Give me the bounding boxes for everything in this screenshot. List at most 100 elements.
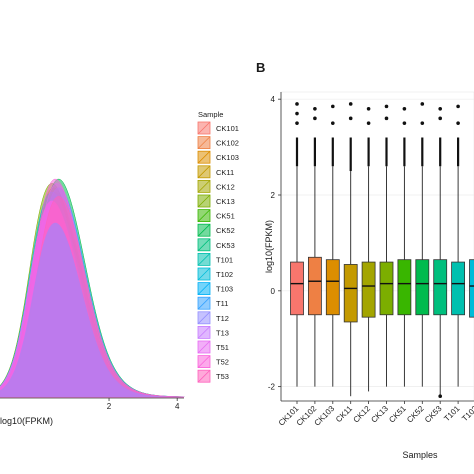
legend-label-t103: T103 xyxy=(216,285,233,294)
box-body xyxy=(343,264,358,323)
box-outlier xyxy=(384,116,389,121)
legend-key-slash xyxy=(197,267,211,281)
box-ck12 xyxy=(361,106,376,392)
legend-label-t11: T11 xyxy=(216,299,228,308)
legend-key-slash xyxy=(197,253,211,266)
box-outlier xyxy=(402,106,407,111)
legend-label-t101: T101 xyxy=(216,255,233,264)
legend-key-slash xyxy=(197,150,211,164)
legend-key-slash xyxy=(197,209,211,222)
box-outlier xyxy=(402,121,407,125)
box-outlier xyxy=(366,106,371,111)
box-ck13 xyxy=(379,104,394,387)
legend-label-t53: T53 xyxy=(216,372,229,381)
legend-key-slash xyxy=(197,180,211,193)
legend-label-ck53: CK53 xyxy=(216,241,235,250)
box-outlier xyxy=(295,121,299,125)
legend-label-ck13: CK13 xyxy=(216,197,235,206)
boxplot-boxes xyxy=(290,102,474,399)
box-outlier xyxy=(313,106,317,111)
boxplot-y-tick-label: -2 xyxy=(268,383,276,392)
legend-key-slash xyxy=(197,326,211,339)
legend-label-ck52: CK52 xyxy=(216,226,235,235)
density-x-tick-label: 4 xyxy=(175,402,180,411)
box-body xyxy=(415,259,430,316)
legend-key-slash xyxy=(197,340,211,354)
boxplot-x-ticks: CK101CK102CK103CK11CK12CK13CK51CK52CK53T… xyxy=(277,401,474,428)
box-ck51 xyxy=(397,106,412,387)
box-ck52 xyxy=(415,102,430,387)
density-x-tick-label: 2 xyxy=(107,402,112,411)
legend-title: Sample xyxy=(198,110,223,119)
box-t102 xyxy=(469,259,474,318)
box-outlier xyxy=(456,104,460,109)
box-body xyxy=(307,256,322,316)
boxplot-y-axis-label: log10(FPKM) xyxy=(264,220,274,273)
legend-key-slash xyxy=(197,355,211,368)
legend-label-ck101: CK101 xyxy=(216,124,239,133)
box-body xyxy=(397,259,412,316)
box-body xyxy=(290,261,304,316)
box-body xyxy=(325,259,340,316)
box-outlier xyxy=(331,104,335,109)
box-body xyxy=(469,259,474,318)
density-area-overlay xyxy=(0,222,184,397)
legend-label-t102: T102 xyxy=(216,270,233,279)
box-outlier xyxy=(438,116,443,121)
box-outlier xyxy=(313,116,317,121)
legend-key-slash xyxy=(197,282,211,295)
boxplot-x-tick-label: CK52 xyxy=(405,404,426,425)
box-outlier xyxy=(366,121,371,125)
boxplot-x-tick-label: CK13 xyxy=(369,404,390,425)
legend-key-slash xyxy=(197,238,211,252)
box-ck102 xyxy=(307,106,322,387)
box-outlier xyxy=(331,121,335,125)
box-outlier xyxy=(295,102,299,106)
boxplot-x-axis-label: Samples xyxy=(402,450,438,460)
boxplot-x-tick-label: CK103 xyxy=(313,404,337,428)
box-outlier xyxy=(438,394,443,399)
boxplot-x-tick-label: T102 xyxy=(460,404,474,424)
box-outlier xyxy=(384,104,389,109)
legend-key-slash xyxy=(197,223,211,237)
legend-key-slash xyxy=(197,194,211,208)
box-outlier xyxy=(348,116,353,121)
legend-key-slash xyxy=(197,369,211,383)
boxplot-y-tick-label: 4 xyxy=(271,95,276,104)
box-body xyxy=(451,261,466,316)
legend-label-t52: T52 xyxy=(216,358,229,367)
boxplot-y-ticks: -2 0 2 4 xyxy=(268,95,281,392)
legend-key-slash xyxy=(197,311,211,325)
legend-label-ck12: CK12 xyxy=(216,182,235,191)
legend-label-ck103: CK103 xyxy=(216,153,239,162)
panel-b-label: B xyxy=(256,60,265,75)
boxplot-y-tick-label: 0 xyxy=(271,287,276,296)
legend: CK101 CK102 CK103 CK11 CK12 CK13 CK51 CK52 CK53 T… xyxy=(197,121,239,383)
legend-key-slash xyxy=(197,136,211,149)
box-body xyxy=(361,261,376,318)
box-outlier xyxy=(456,121,460,125)
box-ck53 xyxy=(433,106,448,397)
box-outlier xyxy=(438,106,443,111)
box-outlier xyxy=(295,111,299,116)
boxplot-panel: -2 0 2 4 CK101CK102CK103CK11CK12CK13CK51CK5… xyxy=(264,91,474,460)
legend-label-t13: T13 xyxy=(216,328,229,337)
box-ck11 xyxy=(343,102,358,397)
boxplot-x-tick-label: CK12 xyxy=(351,404,372,425)
box-outlier xyxy=(348,102,353,106)
box-ck101 xyxy=(290,102,304,387)
box-outlier xyxy=(420,102,425,106)
legend-label-ck102: CK102 xyxy=(216,139,239,148)
density-areas xyxy=(0,178,185,398)
legend-label-t51: T51 xyxy=(216,343,229,352)
boxplot-x-tick-label: CK53 xyxy=(423,404,444,425)
boxplot-x-tick-label: CK11 xyxy=(334,404,354,424)
legend-key-slash xyxy=(197,121,211,135)
density-x-axis-label: log10(FPKM) xyxy=(0,416,53,426)
boxplot-x-tick-label: T101 xyxy=(442,404,462,424)
legend-key-slash xyxy=(197,165,211,179)
boxplot-plot-area xyxy=(280,91,474,402)
